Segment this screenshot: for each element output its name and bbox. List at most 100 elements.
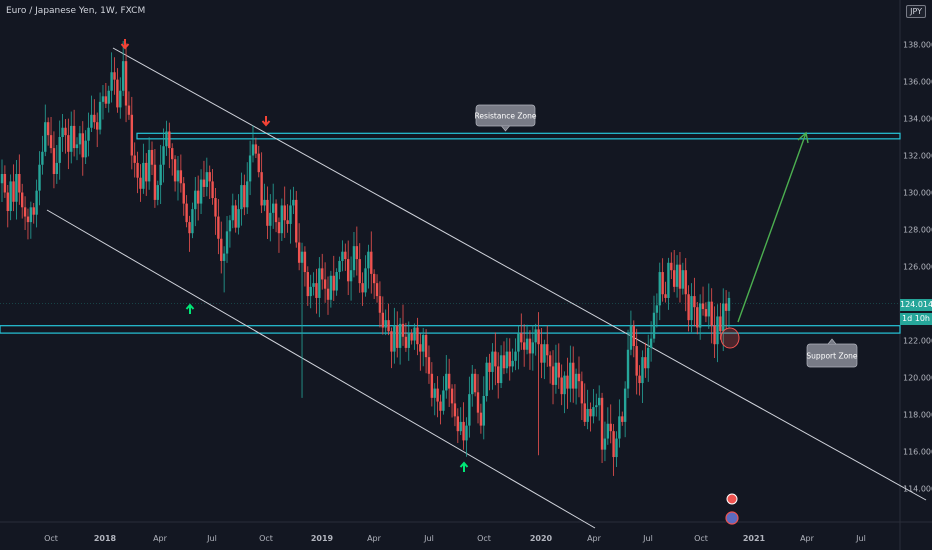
candle-body bbox=[352, 246, 356, 271]
candle-body bbox=[306, 272, 310, 297]
candle-body bbox=[375, 283, 379, 297]
y-tick-label: 114.000 bbox=[903, 485, 932, 494]
candle-body bbox=[618, 416, 621, 439]
candle-body bbox=[421, 334, 425, 352]
candle-body bbox=[479, 412, 483, 426]
candle-body bbox=[147, 149, 151, 182]
candle-body bbox=[231, 205, 234, 221]
x-tick-label: Oct bbox=[694, 534, 708, 543]
candle-body bbox=[597, 397, 601, 406]
candle-body bbox=[194, 190, 197, 210]
candle-body bbox=[332, 275, 335, 291]
candle-body bbox=[396, 325, 399, 348]
candle-body bbox=[361, 283, 364, 293]
candle-body bbox=[93, 114, 96, 123]
event-marker-icon bbox=[725, 511, 739, 525]
candle-body bbox=[127, 105, 131, 115]
candle-body bbox=[453, 403, 457, 417]
candle-body bbox=[217, 216, 220, 239]
candle-body bbox=[52, 148, 56, 174]
candle-body bbox=[188, 222, 191, 234]
candle-body bbox=[704, 309, 708, 317]
candle-body bbox=[675, 264, 679, 287]
candle-body bbox=[110, 72, 113, 91]
channel-lower-line bbox=[46, 209, 596, 529]
x-tick-label: Jul bbox=[855, 534, 866, 543]
candle-body bbox=[208, 172, 211, 182]
candle-body bbox=[12, 181, 15, 202]
candle-body bbox=[0, 174, 4, 184]
y-tick-label: 130.000 bbox=[903, 189, 932, 198]
candle-body bbox=[176, 170, 180, 182]
candle-body bbox=[413, 327, 416, 341]
candle-body bbox=[577, 373, 581, 382]
candle-body bbox=[522, 342, 526, 350]
x-tick-label: 2021 bbox=[743, 534, 766, 543]
candle-body bbox=[387, 320, 390, 332]
candle-body bbox=[626, 349, 630, 389]
candle-body bbox=[678, 264, 682, 289]
buy-arrow-icon bbox=[459, 461, 469, 472]
resistance-zone-callout: Resistance Zone bbox=[475, 104, 537, 132]
sell-arrow-icon bbox=[261, 116, 271, 127]
candle-body bbox=[595, 405, 598, 408]
candle-body bbox=[445, 373, 448, 391]
currency-button[interactable]: JPY bbox=[906, 5, 926, 18]
candle-body bbox=[130, 114, 134, 156]
candle-body bbox=[41, 151, 44, 165]
candle-body bbox=[269, 212, 272, 226]
candle-body bbox=[450, 388, 454, 404]
candle-body bbox=[488, 362, 491, 372]
candle-body bbox=[335, 272, 338, 291]
candle-body bbox=[168, 131, 171, 149]
candle-body bbox=[364, 268, 367, 293]
candle-body bbox=[442, 390, 445, 411]
candle-body bbox=[497, 366, 500, 384]
candle-body bbox=[407, 333, 410, 348]
candle-body bbox=[220, 238, 223, 261]
candle-body bbox=[6, 192, 9, 211]
candle-body bbox=[260, 172, 263, 206]
candle-body bbox=[18, 174, 21, 193]
candle-body bbox=[508, 351, 511, 367]
candle-body bbox=[90, 114, 93, 128]
support-zone-callout: Support Zone bbox=[806, 338, 858, 368]
candle-body bbox=[609, 423, 612, 432]
candle-body bbox=[153, 164, 157, 200]
candle-body bbox=[312, 283, 315, 287]
candle-body bbox=[286, 220, 289, 224]
candle-body bbox=[456, 416, 460, 432]
candle-body bbox=[505, 351, 509, 369]
candle-body bbox=[667, 262, 670, 298]
candle-body bbox=[583, 403, 586, 422]
candle-body bbox=[606, 423, 610, 439]
candle-body bbox=[520, 333, 523, 343]
candle-body bbox=[329, 275, 333, 300]
candle-body bbox=[649, 338, 653, 348]
candle-body bbox=[416, 327, 419, 345]
candle-body bbox=[211, 181, 214, 199]
candle-body bbox=[557, 362, 560, 378]
candle-body bbox=[670, 262, 673, 271]
candle-body bbox=[655, 305, 659, 313]
candle-body bbox=[534, 329, 537, 343]
x-tick-label: Oct bbox=[259, 534, 273, 543]
x-tick-label: Oct bbox=[477, 534, 491, 543]
candle-body bbox=[439, 401, 442, 411]
candle-body bbox=[693, 296, 696, 308]
candle-body bbox=[81, 133, 84, 158]
x-tick-label: Apr bbox=[587, 534, 602, 543]
candle-body bbox=[246, 181, 249, 208]
candle-body bbox=[367, 251, 370, 269]
candle-body bbox=[165, 131, 168, 147]
candle-body bbox=[525, 338, 529, 350]
candle-body bbox=[485, 362, 488, 396]
candle-body bbox=[292, 199, 295, 206]
y-tick-label: 118.000 bbox=[903, 411, 932, 420]
candle-body bbox=[145, 162, 148, 182]
candle-body bbox=[3, 174, 7, 193]
candle-body bbox=[681, 270, 685, 289]
candle-body bbox=[297, 242, 301, 263]
candle-body bbox=[638, 375, 641, 384]
